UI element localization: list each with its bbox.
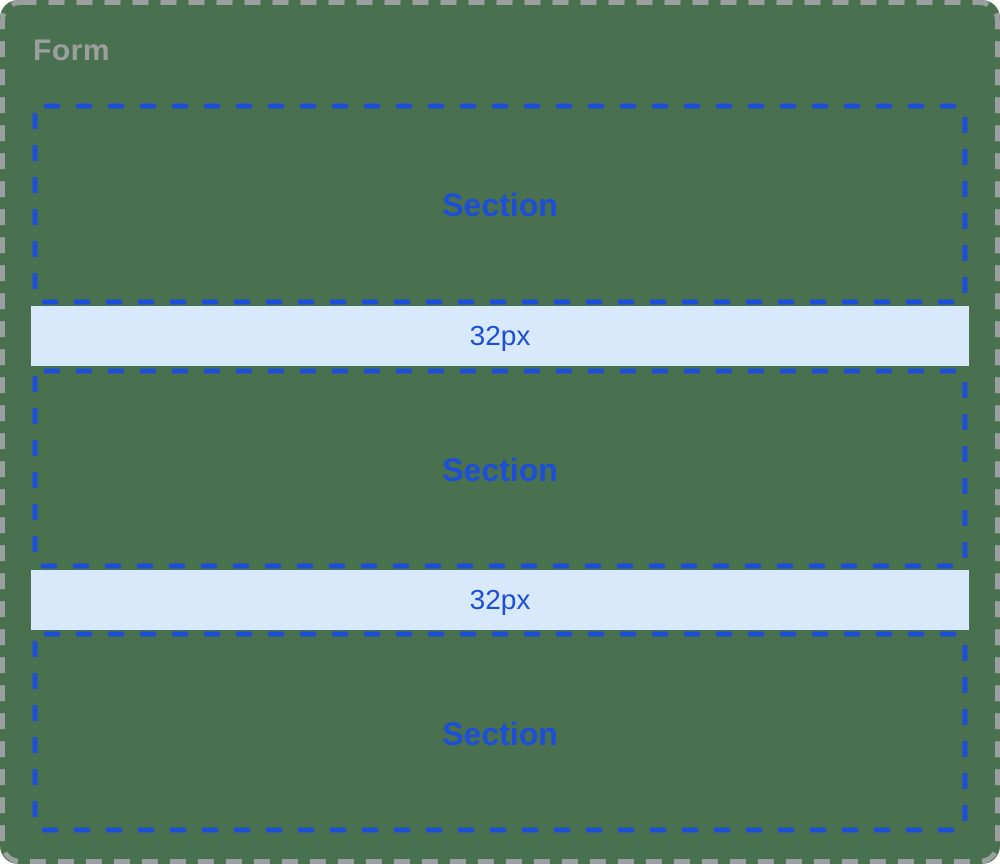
spacer-2-label: 32px: [469, 584, 531, 615]
section-3-label: Section: [442, 716, 558, 752]
section-1-label: Section: [442, 187, 558, 223]
section-2-label: Section: [442, 452, 558, 488]
spacer-1-label: 32px: [469, 320, 531, 351]
form-label: Form: [33, 34, 110, 67]
